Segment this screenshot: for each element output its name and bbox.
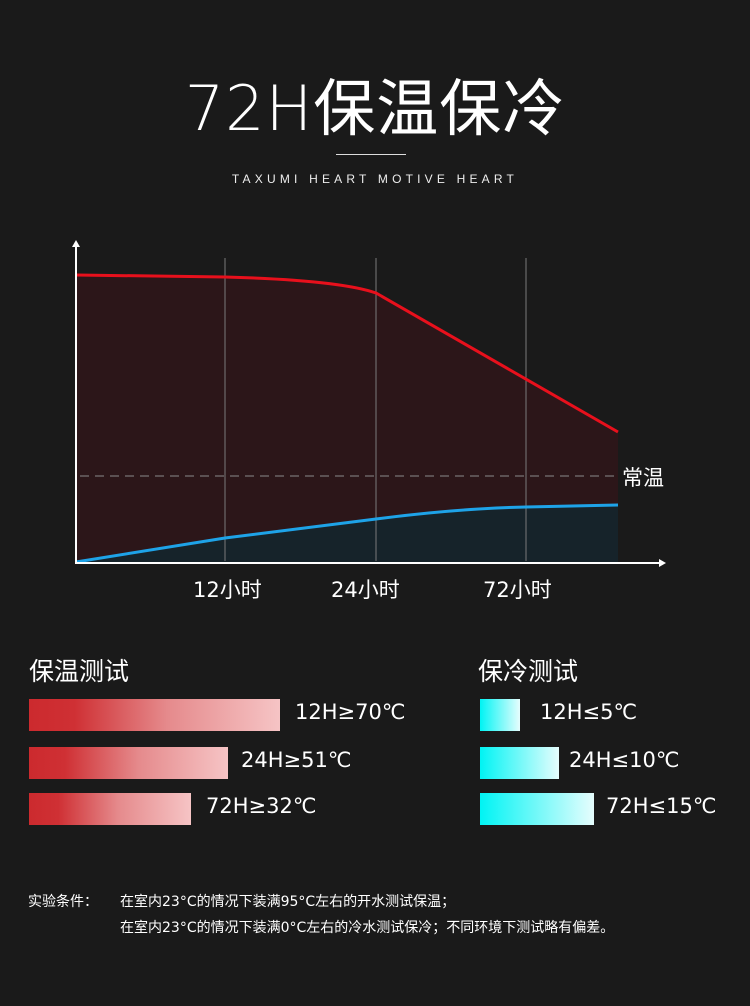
page-subtitle: TAXUMI HEART MOTIVE HEART — [231, 172, 519, 186]
notes-label: 实验条件： — [28, 894, 98, 910]
cold-bar-24h — [480, 747, 559, 779]
heat-bar-72h — [29, 793, 191, 825]
page-title: 72H保温保冷 — [184, 72, 566, 145]
cold-bar-72h — [480, 793, 594, 825]
cold-bar-label-12h: 12H≤5℃ — [540, 700, 638, 724]
heat-bar-label-72h: 72H≥32℃ — [206, 794, 317, 818]
heat-test-title: 保温测试 — [29, 657, 130, 686]
notes-line-1: 在室内23°C的情况下装满95°C左右的开水测试保温； — [120, 894, 456, 910]
cold-bar-label-24h: 24H≤10℃ — [569, 748, 680, 772]
ambient-label: 常温 — [622, 466, 664, 490]
cold-bar-12h — [480, 699, 520, 731]
title-divider — [336, 154, 406, 155]
cold-bar-label-72h: 72H≤15℃ — [606, 794, 717, 818]
temperature-chart — [72, 240, 666, 567]
heat-bar-label-12h: 12H≥70℃ — [295, 700, 406, 724]
notes-line-2: 在室内23°C的情况下装满0°C左右的冷水测试保冷；不同环境下测试略有偏差。 — [120, 920, 615, 936]
x-label-24h: 24小时 — [331, 578, 400, 602]
heat-bar-24h — [29, 747, 228, 779]
heat-line — [75, 273, 619, 434]
heat-bar-label-24h: 24H≥51℃ — [241, 748, 352, 772]
cold-area — [76, 505, 618, 562]
heat-bar-12h — [29, 699, 280, 731]
cold-test-title: 保冷测试 — [478, 657, 579, 686]
x-label-12h: 12小时 — [193, 578, 262, 602]
x-axis-arrow-icon — [659, 559, 666, 567]
y-axis-arrow-icon — [72, 240, 80, 247]
x-label-72h: 72小时 — [483, 578, 552, 602]
heat-area — [76, 275, 618, 562]
cold-line — [75, 503, 619, 564]
